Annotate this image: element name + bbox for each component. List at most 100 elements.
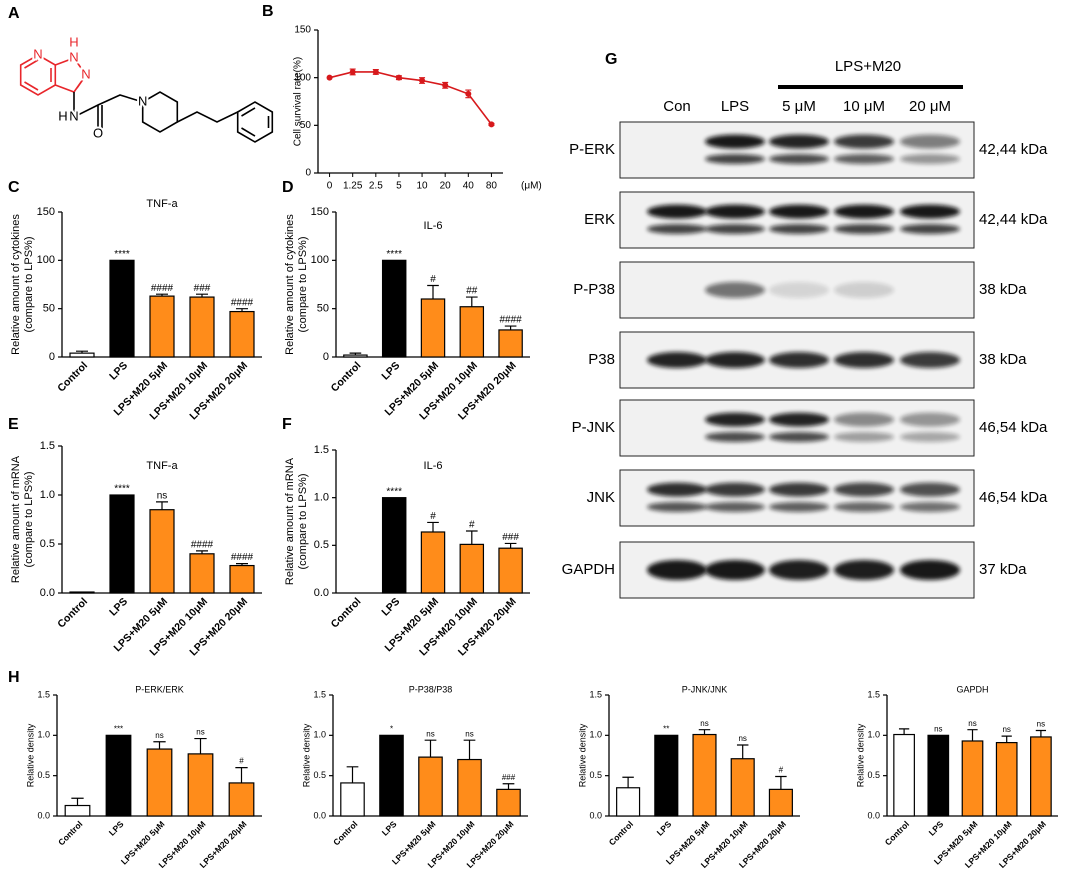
- bar: [893, 733, 915, 817]
- atom-label: N: [69, 108, 78, 123]
- band: [769, 501, 829, 512]
- x-tick-label: 0: [327, 181, 333, 192]
- y-tick-label: 1.5: [313, 689, 326, 699]
- band: [705, 482, 765, 497]
- x-tick-label: LPS: [655, 819, 674, 838]
- row-size: 42,44 kDa: [979, 141, 1048, 158]
- significance-label: ns: [934, 724, 942, 733]
- bar: [418, 756, 443, 817]
- significance-label: ###: [194, 283, 211, 294]
- significance-label: #: [779, 766, 784, 775]
- x-tick-label: 10: [417, 181, 429, 192]
- y-axis-label: Relative density: [577, 723, 587, 787]
- band: [769, 282, 829, 298]
- significance-label: ****: [114, 249, 130, 260]
- bar: [64, 804, 91, 817]
- band: [647, 204, 707, 219]
- error-bar: [235, 767, 248, 783]
- lane-label: Con: [663, 98, 691, 115]
- band: [900, 153, 960, 164]
- row-label: P-P38: [573, 281, 615, 298]
- band: [647, 352, 707, 368]
- band: [834, 282, 894, 298]
- row-size: 46,54 kDa: [979, 419, 1048, 436]
- band: [705, 204, 765, 219]
- lane-label: LPS: [721, 98, 749, 115]
- significance-label: ns: [196, 728, 204, 737]
- x-tick-label: Control: [329, 360, 364, 395]
- linker: [176, 111, 239, 123]
- y-axis-label: Relative density: [301, 723, 311, 787]
- band: [900, 134, 960, 149]
- band: [769, 134, 829, 149]
- lane-label: 5 μM: [782, 98, 816, 115]
- panel-label: F: [282, 416, 292, 433]
- y-tick-label: 0: [323, 351, 329, 363]
- y-axis-label: Relative amount of mRNA: [284, 457, 296, 585]
- pyridine-ring: [19, 54, 57, 96]
- y-axis-label: Relative density: [855, 723, 865, 787]
- y-tick-label: 1.0: [40, 489, 55, 501]
- error-bar: [153, 741, 166, 750]
- x-tick-label: 1.25: [343, 181, 363, 192]
- bar: [381, 497, 407, 594]
- band: [705, 282, 765, 298]
- chart-title: TNF-a: [146, 460, 178, 472]
- bar: [420, 531, 446, 594]
- significance-label: ns: [1002, 725, 1010, 734]
- band: [769, 482, 829, 497]
- chart-title: IL-6: [424, 220, 443, 232]
- y-tick-label: 0.5: [589, 770, 602, 780]
- chart-title: IL-6: [424, 460, 443, 472]
- bar: [927, 734, 950, 817]
- significance-label: ###: [502, 532, 519, 543]
- bar: [189, 553, 215, 594]
- panel-label: A: [8, 5, 20, 22]
- band: [769, 223, 829, 234]
- panel-label: C: [8, 179, 20, 196]
- bar: [498, 329, 523, 358]
- side-chain: [73, 92, 143, 130]
- bar: [730, 758, 755, 817]
- point: [349, 68, 356, 75]
- x-tick-label: 80: [486, 181, 498, 192]
- y-tick-label: 1.0: [37, 730, 50, 740]
- row-size: 42,44 kDa: [979, 211, 1048, 228]
- bar: [146, 748, 173, 817]
- y-tick-label: 150: [311, 206, 329, 218]
- bar: [105, 734, 132, 817]
- bar: [109, 259, 135, 358]
- significance-label: ns: [426, 729, 434, 738]
- band: [834, 431, 894, 442]
- error-bar: [194, 737, 207, 754]
- y-tick-label: 0: [49, 351, 55, 363]
- significance-label: #: [239, 757, 244, 766]
- significance-label: ns: [1037, 720, 1045, 729]
- band: [769, 204, 829, 219]
- y-tick-label: 1.0: [313, 730, 326, 740]
- row-label: ERK: [584, 211, 615, 228]
- band: [769, 153, 829, 164]
- blot-strip: [619, 121, 975, 179]
- band: [705, 153, 765, 164]
- x-tick-label: LPS: [379, 360, 402, 383]
- atom-label: N: [69, 49, 78, 64]
- significance-label: ##: [466, 286, 478, 297]
- row-size: 38 kDa: [979, 281, 1027, 298]
- significance-label: ####: [191, 540, 214, 551]
- band: [900, 501, 960, 512]
- atom-label: H: [58, 108, 67, 123]
- chart-title: GAPDH: [956, 684, 988, 694]
- y-tick-label: 0.0: [40, 587, 55, 599]
- row-label: GAPDH: [562, 561, 615, 578]
- x-tick-label: Control: [607, 819, 635, 847]
- atom-label: O: [93, 125, 103, 140]
- x-tick-label: Control: [56, 819, 84, 847]
- error-bar: [898, 728, 910, 735]
- y-tick-label: 0: [305, 168, 311, 179]
- y-tick-label: 0.5: [867, 770, 880, 780]
- error-bar: [502, 783, 515, 790]
- x-tick-label: Control: [331, 819, 359, 847]
- y-tick-label: 50: [300, 120, 312, 131]
- significance-label: ns: [465, 729, 473, 738]
